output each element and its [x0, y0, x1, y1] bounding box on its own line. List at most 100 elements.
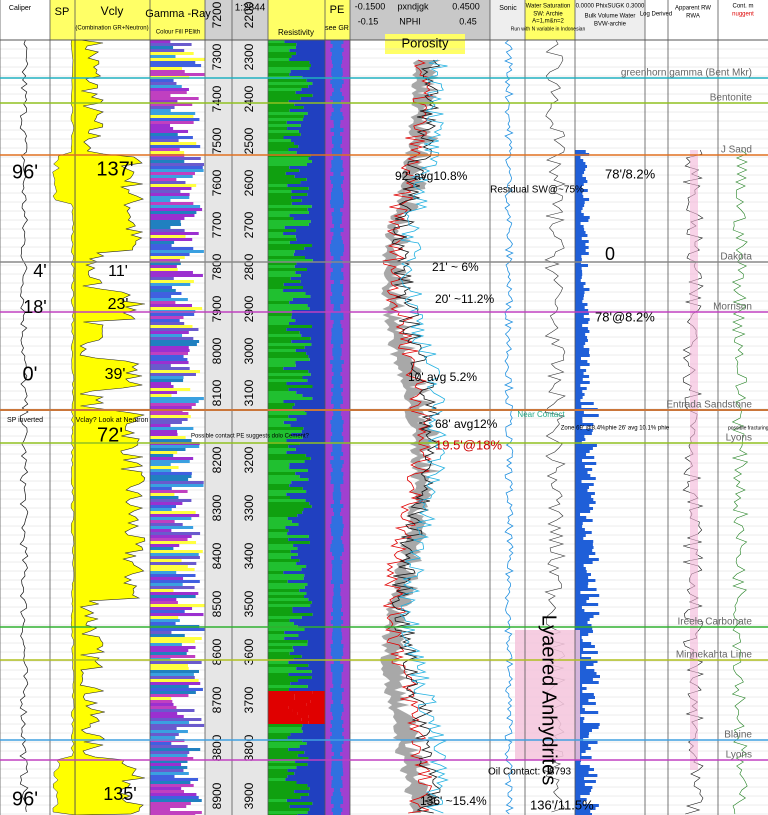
res-fill	[268, 124, 301, 127]
pe-blue	[330, 264, 344, 268]
res-fill	[268, 763, 308, 766]
res-fill	[268, 643, 308, 646]
gr-fill	[150, 406, 192, 409]
res-fill	[300, 124, 325, 127]
pe-blue	[332, 632, 342, 636]
res-fill	[268, 721, 309, 724]
bvw-fill	[575, 495, 592, 498]
gr-fill	[150, 616, 179, 619]
gr-fill	[150, 775, 175, 778]
formation-name: Ireele Carbonate	[678, 617, 753, 628]
pe-blue	[333, 256, 341, 260]
res-fill	[268, 259, 313, 262]
res-fill	[307, 208, 325, 211]
res-fill	[295, 235, 325, 238]
res-fill	[289, 496, 325, 499]
gr-fill	[150, 592, 199, 595]
gr-fill	[150, 724, 205, 727]
res-fill	[268, 454, 306, 457]
res-fill	[297, 514, 325, 517]
gr-fill	[150, 334, 183, 337]
res-fill	[268, 298, 293, 301]
res-fill	[268, 190, 292, 193]
bvw-fill	[575, 519, 593, 522]
res-fill	[268, 247, 305, 250]
annotation: 23'	[108, 296, 129, 313]
gr-fill	[150, 715, 184, 718]
bvw-fill	[575, 582, 589, 585]
gr-fill	[150, 754, 188, 757]
gr-fill	[150, 295, 172, 298]
gr-fill	[150, 676, 195, 679]
gr-fill	[150, 652, 187, 655]
bvw-fill	[575, 195, 584, 198]
res-fill	[311, 205, 325, 208]
res-fill	[268, 346, 305, 349]
pe-blue	[330, 704, 344, 708]
res-fill	[283, 283, 325, 286]
bvw-fill	[575, 177, 586, 180]
pe-blue	[331, 160, 343, 164]
tvd-depth: 3900	[242, 782, 256, 809]
pe-blue	[331, 756, 343, 760]
md-depth: 8200	[210, 446, 224, 473]
gr-fill	[150, 622, 176, 625]
res-fill	[310, 700, 325, 703]
res-fill	[268, 682, 291, 685]
res-fill	[303, 427, 325, 430]
res-fill	[306, 178, 325, 181]
gr-fill	[150, 415, 191, 418]
res-fill	[307, 379, 325, 382]
gr-fill	[150, 391, 178, 394]
gr-fill	[150, 610, 185, 613]
res-fill	[308, 355, 325, 358]
gr-fill	[150, 667, 189, 670]
bvw-fill	[575, 159, 584, 162]
pe-blue	[331, 696, 343, 700]
res-fill	[309, 787, 325, 790]
bvw-fill	[575, 345, 584, 348]
gr-fill	[150, 457, 194, 460]
res-fill	[268, 421, 284, 424]
pe-blue	[332, 352, 342, 356]
pe-blue	[332, 236, 342, 240]
res-fill	[304, 247, 325, 250]
res-fill	[268, 112, 308, 115]
pe-blue	[331, 476, 343, 480]
res-fill	[295, 271, 325, 274]
res-fill	[268, 196, 292, 199]
gr-fill	[150, 418, 188, 421]
gr-fill	[150, 721, 190, 724]
gr-fill	[150, 364, 171, 367]
res-fill	[299, 331, 325, 334]
gr-fill	[150, 733, 179, 736]
pe-blue	[333, 172, 341, 176]
gr-fill	[150, 508, 172, 511]
res-fill	[268, 799, 287, 802]
bvw-fill	[575, 549, 593, 552]
gr-fill	[150, 607, 193, 610]
bvw-fill	[575, 579, 596, 582]
gr-fill	[150, 244, 172, 247]
res-fill	[296, 562, 325, 565]
gr-fill	[150, 601, 178, 604]
bvw-fill	[575, 612, 600, 615]
bvw-fill	[575, 402, 594, 405]
res-fill	[268, 424, 291, 427]
bvw-fill	[575, 618, 590, 621]
bvw-fill	[575, 351, 590, 354]
gr-fill	[150, 67, 183, 70]
res-fill	[268, 373, 311, 376]
pe-blue	[332, 184, 342, 188]
bvw-fill	[575, 240, 589, 243]
bvw-fill	[575, 336, 588, 339]
gr-fill	[150, 688, 203, 691]
res-fill	[268, 226, 285, 229]
bvw-fill	[575, 225, 584, 228]
res-fill	[268, 88, 302, 91]
gr-fill	[150, 241, 175, 244]
bvw-fill	[575, 672, 597, 675]
gr-fill	[150, 64, 202, 67]
res-fill	[268, 472, 296, 475]
res-fill	[268, 448, 296, 451]
